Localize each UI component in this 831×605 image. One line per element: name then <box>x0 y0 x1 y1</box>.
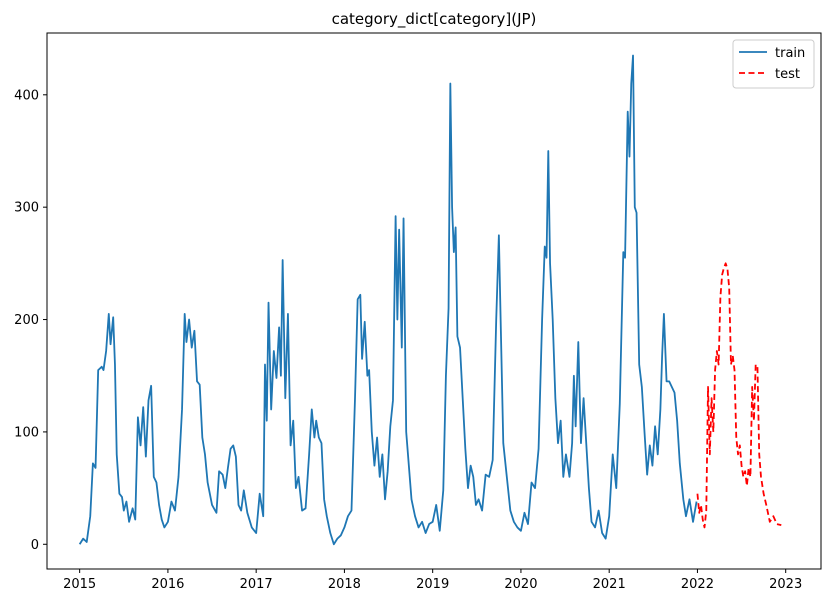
axis-ticks: 2015 2016 2017 2018 2019 2020 2021 2022 2023 0 100… <box>14 88 802 592</box>
y-tick-label: 300 <box>14 201 39 216</box>
series-layer <box>78 54 782 546</box>
chart-title: category_dict[category](JP) <box>332 10 537 29</box>
y-tick-label: 0 <box>31 538 39 553</box>
legend-label-train: train <box>775 46 805 61</box>
series-line-test <box>696 262 782 529</box>
plot-frame <box>46 32 822 570</box>
legend-label-test: test <box>775 67 800 82</box>
y-tick-label: 400 <box>14 88 39 103</box>
x-tick-label: 2021 <box>593 577 626 592</box>
x-tick-label: 2016 <box>151 577 184 592</box>
x-tick-label: 2020 <box>504 577 537 592</box>
x-tick-label: 2015 <box>63 577 96 592</box>
x-tick-label: 2023 <box>769 577 802 592</box>
y-tick-label: 200 <box>14 313 39 328</box>
x-tick-label: 2019 <box>416 577 449 592</box>
x-tick-label: 2017 <box>240 577 273 592</box>
y-tick-label: 100 <box>14 425 39 440</box>
series-line-train <box>78 54 698 546</box>
x-tick-label: 2018 <box>328 577 361 592</box>
legend: train test <box>732 39 815 89</box>
x-tick-label: 2022 <box>681 577 714 592</box>
